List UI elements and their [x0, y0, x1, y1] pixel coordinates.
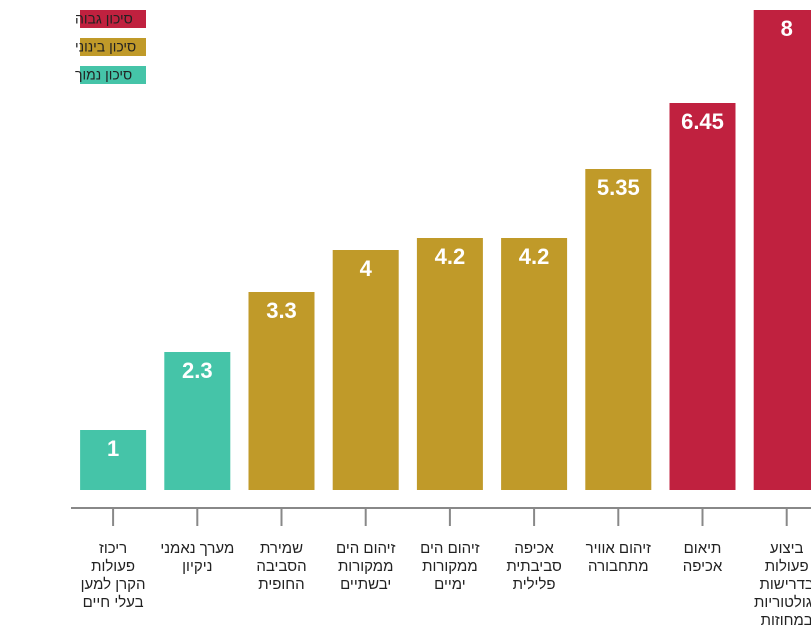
x-tick-label: מערך נאמני ניקיון	[160, 540, 235, 575]
x-tick-label: תיאום אכיפה	[682, 540, 723, 575]
x-tick-label: זיהום הים ממקורות ימיים	[420, 540, 480, 593]
x-tick-label: ריכוז פעולות הקרן למען בעלי חיים	[80, 540, 146, 611]
bar	[332, 250, 399, 490]
x-tick-label: זיהום הים ממקורות יבשתיים	[335, 540, 396, 593]
legend-swatch	[80, 10, 146, 28]
value-label: 4	[360, 256, 373, 281]
bar	[248, 292, 315, 490]
legend-label: סיכון בינוני	[75, 39, 136, 55]
bar	[80, 430, 147, 490]
legend-label: סיכון נמוך	[75, 67, 132, 83]
bar	[669, 103, 736, 490]
value-label: 5.35	[597, 175, 640, 200]
x-tick-label: ביצוע פעולות בדרישות רגולטוריות במחוזות	[754, 540, 811, 629]
bar	[585, 169, 652, 490]
value-label: 2.3	[182, 358, 213, 383]
value-label: 6.45	[681, 109, 724, 134]
x-tick-label: זיהום אוויר מתחבורה	[585, 540, 651, 575]
value-label: 1	[107, 436, 119, 461]
legend-label: סיכון גבוה	[75, 11, 133, 27]
value-label: 8	[781, 16, 793, 41]
legend-swatch	[80, 66, 146, 84]
value-label: 4.2	[519, 244, 550, 269]
bar	[753, 10, 811, 490]
x-tick-label: אכיפה סביבתית פלילית	[506, 540, 562, 593]
bar	[164, 352, 231, 490]
bar	[501, 238, 568, 490]
value-label: 4.2	[435, 244, 466, 269]
value-label: 3.3	[266, 298, 297, 323]
bar	[416, 238, 483, 490]
legend-swatch	[80, 38, 146, 56]
x-tick-label: שמירת הסביבה החופית	[256, 540, 307, 593]
